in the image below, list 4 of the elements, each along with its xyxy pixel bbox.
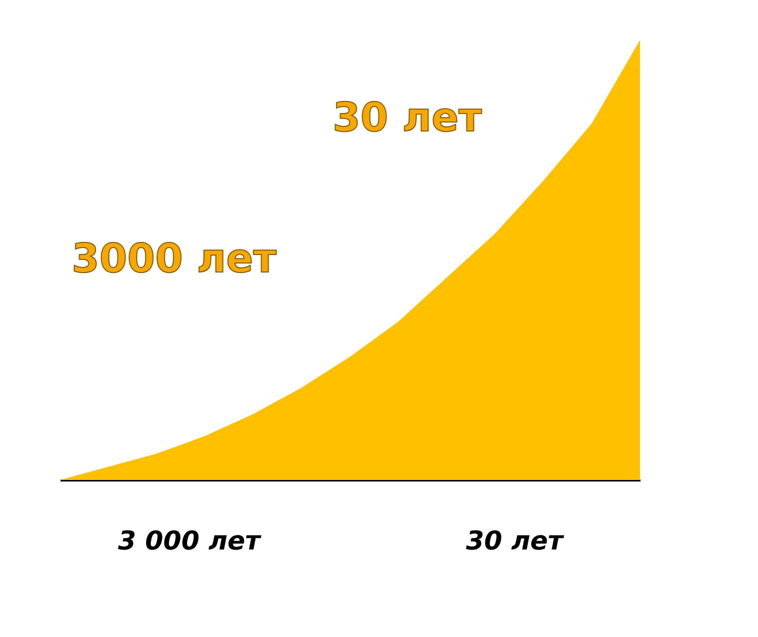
text: 30 лет bbox=[466, 526, 565, 557]
annotation: 30 лет bbox=[332, 95, 483, 142]
text: 3 000 лет bbox=[118, 526, 262, 557]
annotation: 3000 лет bbox=[72, 236, 278, 282]
